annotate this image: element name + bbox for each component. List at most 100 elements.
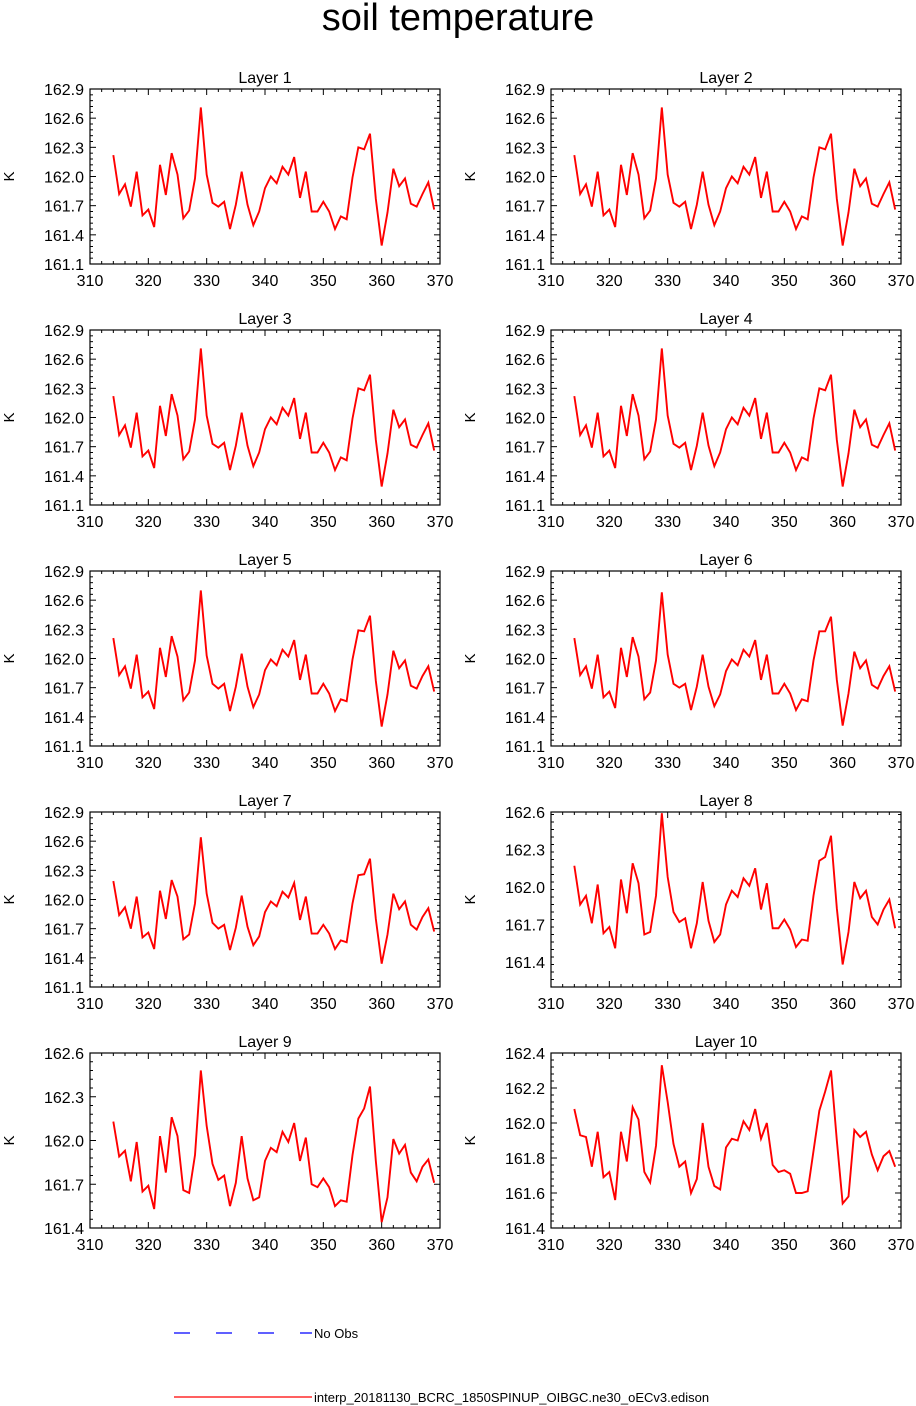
y-tick-label: 161.7 xyxy=(44,1177,84,1194)
y-tick-label: 162.3 xyxy=(44,1090,84,1107)
y-tick-label: 162.6 xyxy=(44,834,84,851)
x-tick-label: 320 xyxy=(135,273,162,290)
x-tick-label: 340 xyxy=(252,755,279,772)
series-line xyxy=(112,1070,436,1223)
panel-title: Layer 4 xyxy=(699,311,752,328)
y-tick-label: 161.7 xyxy=(505,440,545,457)
y-tick-label: 162.6 xyxy=(505,593,545,610)
y-tick-label: 162.3 xyxy=(44,381,84,398)
y-tick-label: 162.9 xyxy=(44,323,84,340)
y-tick-label: 162.3 xyxy=(505,381,545,398)
y-tick-label: 161.6 xyxy=(505,1186,545,1203)
y-axis-label: K xyxy=(462,412,479,422)
x-tick-label: 350 xyxy=(771,514,798,531)
y-tick-label: 162.3 xyxy=(505,622,545,639)
x-tick-label: 370 xyxy=(427,273,454,290)
x-tick-label: 360 xyxy=(829,1237,856,1254)
x-tick-label: 340 xyxy=(252,996,279,1013)
x-tick-label: 370 xyxy=(888,1237,915,1254)
x-tick-label: 350 xyxy=(310,273,337,290)
x-tick-label: 370 xyxy=(888,755,915,772)
x-tick-label: 340 xyxy=(713,996,740,1013)
x-tick-label: 330 xyxy=(654,514,681,531)
plot-frame xyxy=(89,811,441,988)
plot-frame xyxy=(89,570,441,747)
x-tick-label: 330 xyxy=(654,273,681,290)
y-tick-label: 161.4 xyxy=(505,469,545,486)
panel-layer-2: Layer 2 310 320 330 340 350 360 370 161.1 161.4 16… xyxy=(462,70,914,290)
y-tick-label: 161.7 xyxy=(505,681,545,698)
y-tick-label: 162.3 xyxy=(44,140,84,157)
legend: No Obs interp_20181130_BCRC_1850SPINUP_O… xyxy=(174,1326,709,1405)
x-tick-label: 360 xyxy=(368,1237,395,1254)
plot-frame xyxy=(89,1052,441,1229)
y-tick-label: 162.6 xyxy=(44,111,84,128)
y-tick-label: 161.7 xyxy=(44,199,84,216)
panel-layer-3: Layer 3 310 320 330 340 350 360 370 161.1 161.4 16… xyxy=(1,311,453,531)
x-tick-label: 350 xyxy=(771,273,798,290)
y-tick-label: 161.4 xyxy=(505,710,545,727)
y-tick-label: 162.9 xyxy=(44,564,84,581)
y-tick-label: 161.4 xyxy=(505,1221,545,1238)
x-tick-label: 360 xyxy=(368,273,395,290)
x-tick-label: 310 xyxy=(538,273,565,290)
plot-frame xyxy=(89,329,441,506)
y-tick-label: 162.9 xyxy=(505,564,545,581)
x-tick-label: 310 xyxy=(538,1237,565,1254)
y-tick-label: 162.9 xyxy=(505,82,545,99)
series-line xyxy=(573,813,897,965)
panel-layer-7: Layer 7 310 320 330 340 350 360 370 161.1 161.4 16… xyxy=(1,793,453,1013)
y-axis-label: K xyxy=(1,1135,18,1145)
x-tick-label: 340 xyxy=(252,273,279,290)
y-tick-label: 162.0 xyxy=(44,170,84,187)
y-tick-label: 161.4 xyxy=(44,469,84,486)
x-tick-label: 330 xyxy=(654,755,681,772)
y-axis-label: K xyxy=(462,1135,479,1145)
y-axis-label: K xyxy=(462,653,479,663)
x-tick-label: 330 xyxy=(654,996,681,1013)
x-tick-label: 320 xyxy=(596,755,623,772)
x-tick-label: 370 xyxy=(427,1237,454,1254)
x-tick-label: 310 xyxy=(538,996,565,1013)
y-tick-label: 161.7 xyxy=(44,681,84,698)
y-tick-label: 161.7 xyxy=(505,918,545,935)
x-tick-label: 360 xyxy=(829,514,856,531)
y-tick-label: 162.3 xyxy=(44,622,84,639)
series-line xyxy=(573,107,897,246)
x-tick-label: 310 xyxy=(77,514,104,531)
x-tick-label: 370 xyxy=(427,996,454,1013)
series-line xyxy=(573,1065,897,1206)
x-tick-label: 320 xyxy=(596,514,623,531)
panel-layer-9: Layer 9 310 320 330 340 350 360 370 161.4 161.7 16… xyxy=(1,1034,453,1254)
panels-container: Layer 1 310 320 330 340 350 360 370 161.1 161.4 16… xyxy=(1,70,914,1254)
x-tick-label: 360 xyxy=(368,755,395,772)
y-tick-label: 161.1 xyxy=(44,980,84,997)
y-tick-label: 161.7 xyxy=(44,440,84,457)
y-axis-label: K xyxy=(462,894,479,904)
panel-layer-4: Layer 4 310 320 330 340 350 360 370 161.1 161.4 16… xyxy=(462,311,914,531)
y-tick-label: 162.0 xyxy=(505,652,545,669)
panel-title: Layer 1 xyxy=(238,70,291,87)
y-tick-label: 162.0 xyxy=(44,652,84,669)
y-tick-label: 162.6 xyxy=(505,352,545,369)
panel-title: Layer 5 xyxy=(238,552,291,569)
series-line xyxy=(573,348,897,487)
y-axis-label: K xyxy=(1,894,18,904)
x-tick-label: 310 xyxy=(77,996,104,1013)
x-tick-label: 340 xyxy=(713,514,740,531)
panel-layer-6: Layer 6 310 320 330 340 350 360 370 161.1 161.4 16… xyxy=(462,552,914,772)
y-tick-label: 161.4 xyxy=(44,228,84,245)
x-tick-label: 370 xyxy=(427,755,454,772)
y-tick-label: 161.1 xyxy=(505,257,545,274)
legend-model-label: interp_20181130_BCRC_1850SPINUP_OIBGC.ne… xyxy=(314,1390,709,1405)
y-tick-label: 161.4 xyxy=(44,951,84,968)
y-tick-label: 161.4 xyxy=(505,955,545,972)
x-tick-label: 320 xyxy=(596,996,623,1013)
x-tick-label: 320 xyxy=(596,1237,623,1254)
y-tick-label: 162.3 xyxy=(44,863,84,880)
y-tick-label: 162.6 xyxy=(44,352,84,369)
x-tick-label: 360 xyxy=(368,996,395,1013)
x-tick-label: 370 xyxy=(427,514,454,531)
y-tick-label: 162.0 xyxy=(44,893,84,910)
